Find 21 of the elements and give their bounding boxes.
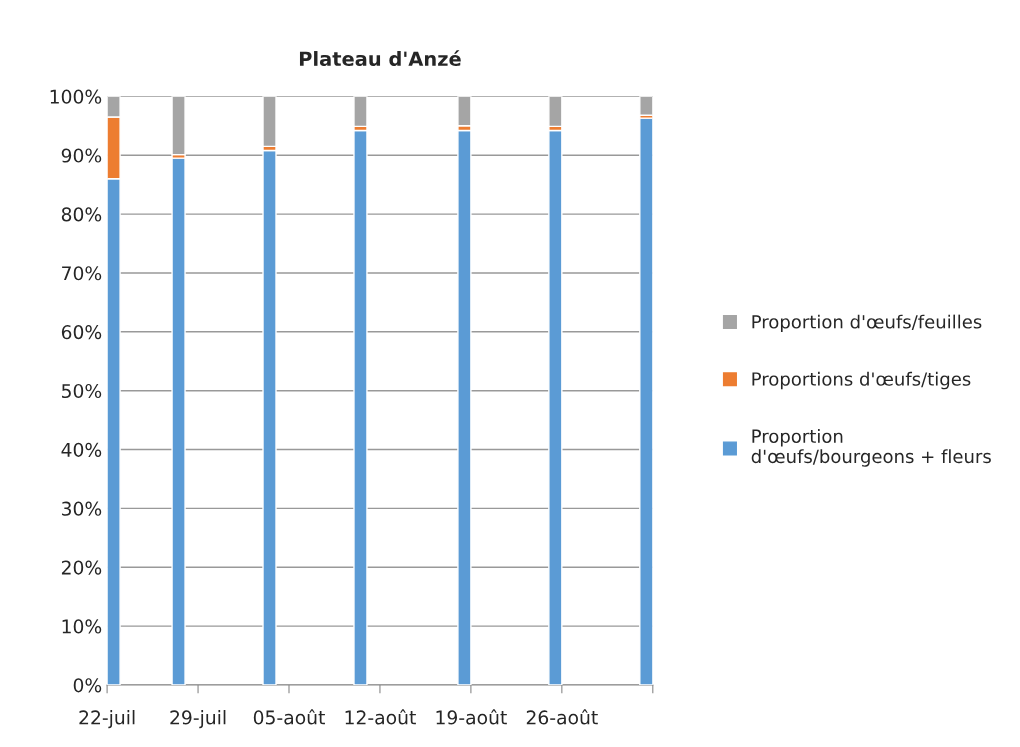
x-tick-label: 22-juil xyxy=(79,710,135,729)
legend-label: Proportions d'œufs/tiges xyxy=(752,371,971,390)
y-tick-label: 60% xyxy=(61,325,102,340)
y-tick-label: 70% xyxy=(62,266,102,281)
x-tick-label: 19-août xyxy=(436,709,507,725)
chart-title: Plateau d'Anzé xyxy=(299,50,461,67)
y-tick-label: 50% xyxy=(62,383,102,399)
x-tick-label: 26-août xyxy=(526,709,598,725)
legend-label: Proportion d'œufs/feuilles xyxy=(752,314,982,333)
y-tick-label: 30% xyxy=(61,501,102,516)
y-tick-label: 100% xyxy=(50,89,102,104)
y-tick-label: 40% xyxy=(61,442,102,457)
y-tick-label: 90% xyxy=(61,148,102,163)
legend-label: Proportion d'œufs/bourgeons + fleurs xyxy=(751,429,991,467)
y-tick-label: 10% xyxy=(62,619,102,634)
x-tick-label: 29-juil xyxy=(170,710,226,729)
x-tick-label: 05-août xyxy=(253,709,325,725)
y-tick-label: 80% xyxy=(61,207,102,222)
x-tick-label: 12-août xyxy=(345,709,416,725)
y-tick-label: 0% xyxy=(73,678,102,693)
y-tick-label: 20% xyxy=(61,560,102,575)
